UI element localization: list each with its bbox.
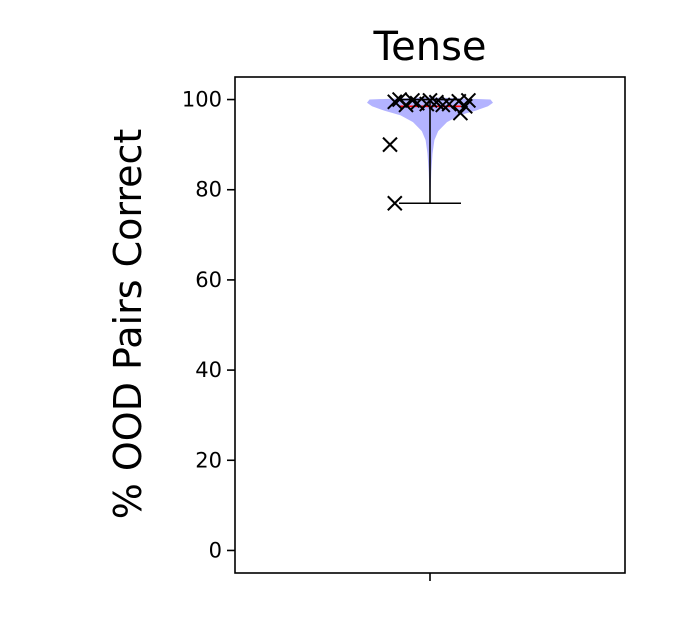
axis-ticks: 0 20 40 60 80 100	[182, 88, 431, 581]
data-point	[382, 136, 398, 153]
data-point	[391, 91, 408, 108]
data-point	[387, 195, 403, 211]
y-tick-label: 80	[195, 178, 222, 202]
data-point	[435, 97, 451, 113]
y-tick-label: 20	[195, 448, 222, 472]
violin-layer	[367, 97, 493, 205]
y-axis-label: % OOD Pairs Correct	[106, 129, 150, 520]
data-point-stroke	[428, 94, 445, 110]
y-tick-label: 40	[195, 358, 222, 382]
data-point	[441, 96, 457, 112]
y-tick-label: 100	[182, 88, 222, 112]
data-point-stroke	[391, 91, 408, 108]
data-point-stroke	[387, 94, 403, 110]
data-points	[382, 91, 477, 211]
data-point-stroke	[460, 92, 477, 109]
data-point-stroke	[382, 136, 398, 153]
data-point-stroke	[404, 92, 421, 109]
y-tick-label: 0	[209, 538, 222, 562]
data-point	[387, 94, 403, 110]
data-point-stroke	[435, 97, 451, 113]
data-point-stroke	[441, 96, 457, 112]
data-point	[422, 92, 438, 109]
plot-frame	[234, 76, 626, 574]
data-point	[404, 92, 421, 109]
data-point-stroke	[387, 195, 403, 211]
data-point-stroke	[422, 92, 438, 109]
y-tick-label: 60	[195, 268, 222, 292]
chart-title: Tense	[372, 24, 486, 70]
data-point	[460, 92, 477, 109]
